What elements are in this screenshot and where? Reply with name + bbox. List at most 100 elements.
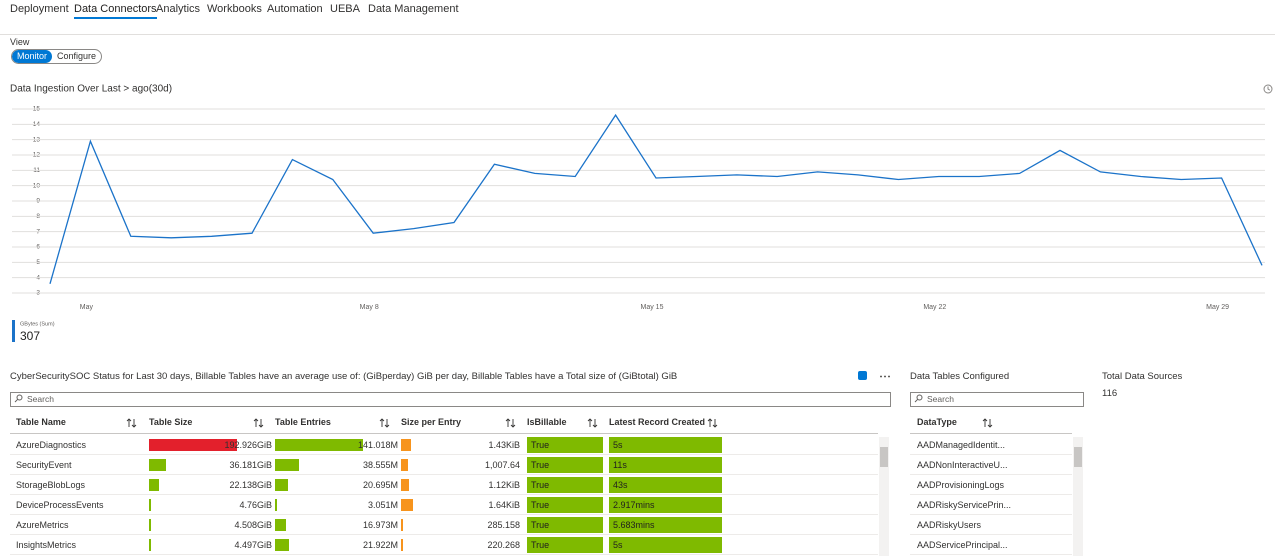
header-rule: [10, 433, 878, 434]
status-cell: 11s: [609, 457, 722, 473]
data-bar: [275, 519, 286, 531]
header-rule: [910, 433, 1072, 434]
scrollbar-track: [879, 437, 889, 556]
status-cell: True: [527, 437, 603, 453]
x-tick-label: May 22: [923, 304, 946, 311]
search-icon: [914, 394, 923, 403]
tab[interactable]: Automation: [267, 3, 323, 15]
sort-icon[interactable]: [707, 418, 718, 428]
tab-underline: [74, 17, 157, 19]
scrollbar-thumb[interactable]: [1074, 447, 1082, 467]
x-tick-label: May 29: [1206, 304, 1229, 311]
column-header[interactable]: Table Entries: [275, 417, 331, 427]
status-cell: True: [527, 457, 603, 473]
row-rule: [10, 534, 878, 535]
table-name: StorageBlobLogs: [16, 480, 86, 490]
table-name: DeviceProcessEvents: [16, 500, 104, 510]
legend-swatch: [12, 320, 15, 342]
legend-label: GBytes (Sum): [20, 321, 55, 327]
row-rule: [10, 474, 878, 475]
data-type: AADProvisioningLogs: [917, 480, 1005, 490]
data-bar: [401, 539, 403, 551]
data-bar: [401, 519, 404, 531]
row-rule: [10, 554, 878, 555]
row-rule: [10, 514, 878, 515]
data-bar: [401, 499, 413, 511]
tab[interactable]: Data Connectors: [74, 3, 157, 15]
data-type: AADServicePrincipal...: [917, 540, 1008, 550]
divider: [0, 34, 1275, 35]
row-rule: [10, 454, 878, 455]
column-header[interactable]: IsBillable: [527, 417, 567, 427]
cell-value: 16.973M: [362, 520, 398, 530]
cell-value: 4.508GiB: [234, 520, 272, 530]
data-type: AADNonInteractiveU...: [917, 460, 1008, 470]
scrollbar-thumb[interactable]: [880, 447, 888, 467]
cell-value: 1.12KiB: [488, 480, 520, 490]
cell-value: 38.555M: [362, 460, 398, 470]
status-cell: 43s: [609, 477, 722, 493]
tab[interactable]: Data Management: [368, 3, 459, 15]
status-cell: 5s: [609, 537, 722, 553]
search-box[interactable]: Search: [910, 392, 1084, 407]
view-option[interactable]: Monitor: [12, 50, 53, 63]
total-value: 116: [1102, 388, 1118, 399]
x-tick-label: May: [80, 304, 94, 311]
tab[interactable]: Deployment: [10, 3, 69, 15]
status-cell: 5s: [609, 437, 722, 453]
row-rule: [910, 474, 1072, 475]
sort-icon[interactable]: [587, 418, 598, 428]
column-header[interactable]: Table Name: [16, 417, 66, 427]
cell-value: 1,007.64: [484, 460, 520, 470]
sort-icon[interactable]: [379, 418, 390, 428]
cell-value: 22.138GiB: [229, 480, 272, 490]
table-name: AzureDiagnostics: [16, 440, 87, 450]
table-name: AzureMetrics: [16, 520, 69, 530]
cell-value: 192.926GiB: [224, 440, 272, 450]
search-icon: [14, 394, 23, 403]
cell-value: 21.922M: [362, 540, 398, 550]
view-toggle: Monitor Configure: [11, 49, 103, 64]
status-cell: True: [527, 477, 603, 493]
more-icon[interactable]: [879, 375, 891, 378]
status-cell: 5.683mins: [609, 517, 722, 533]
cell-value: 1.64KiB: [488, 500, 520, 510]
search-box[interactable]: Search: [10, 392, 891, 407]
cell-value: 4.76GiB: [239, 500, 272, 510]
cell-value: 36.181GiB: [229, 460, 272, 470]
sort-icon[interactable]: [505, 418, 516, 428]
data-bar: [149, 479, 160, 491]
data-bar: [149, 459, 166, 471]
data-type: AADManagedIdentit...: [917, 440, 1006, 450]
cell-value: 1.43KiB: [488, 440, 520, 450]
cell-value: 285.158: [487, 520, 520, 530]
history-icon[interactable]: [1263, 84, 1273, 94]
sort-icon[interactable]: [253, 418, 264, 428]
data-bar: [401, 439, 412, 451]
data-type: AADRiskyServicePrin...: [917, 500, 1012, 510]
table-name: SecurityEvent: [16, 460, 72, 470]
action-icon[interactable]: [858, 371, 867, 380]
column-header[interactable]: DataType: [917, 417, 957, 427]
column-header[interactable]: Table Size: [149, 417, 193, 427]
view-option[interactable]: Configure: [57, 51, 97, 61]
row-rule: [10, 494, 878, 495]
sort-icon[interactable]: [126, 418, 137, 428]
data-bar: [401, 459, 409, 471]
cell-value: 20.695M: [362, 480, 398, 490]
tab[interactable]: Workbooks: [207, 3, 262, 15]
row-rule: [910, 494, 1072, 495]
data-bar: [149, 499, 152, 511]
column-header[interactable]: Latest Record Created: [609, 417, 706, 427]
column-header[interactable]: Size per Entry: [401, 417, 462, 427]
data-bar: [275, 539, 289, 551]
cell-value: 141.018M: [357, 440, 398, 450]
section-title: Total Data Sources: [1102, 371, 1183, 382]
tab[interactable]: UEBA: [330, 3, 360, 15]
search-placeholder: Search: [927, 394, 954, 404]
data-bar: [401, 479, 410, 491]
cell-value: 3.051M: [367, 500, 398, 510]
sort-icon[interactable]: [982, 418, 993, 428]
row-rule: [910, 514, 1072, 515]
tab[interactable]: Analytics: [156, 3, 201, 15]
